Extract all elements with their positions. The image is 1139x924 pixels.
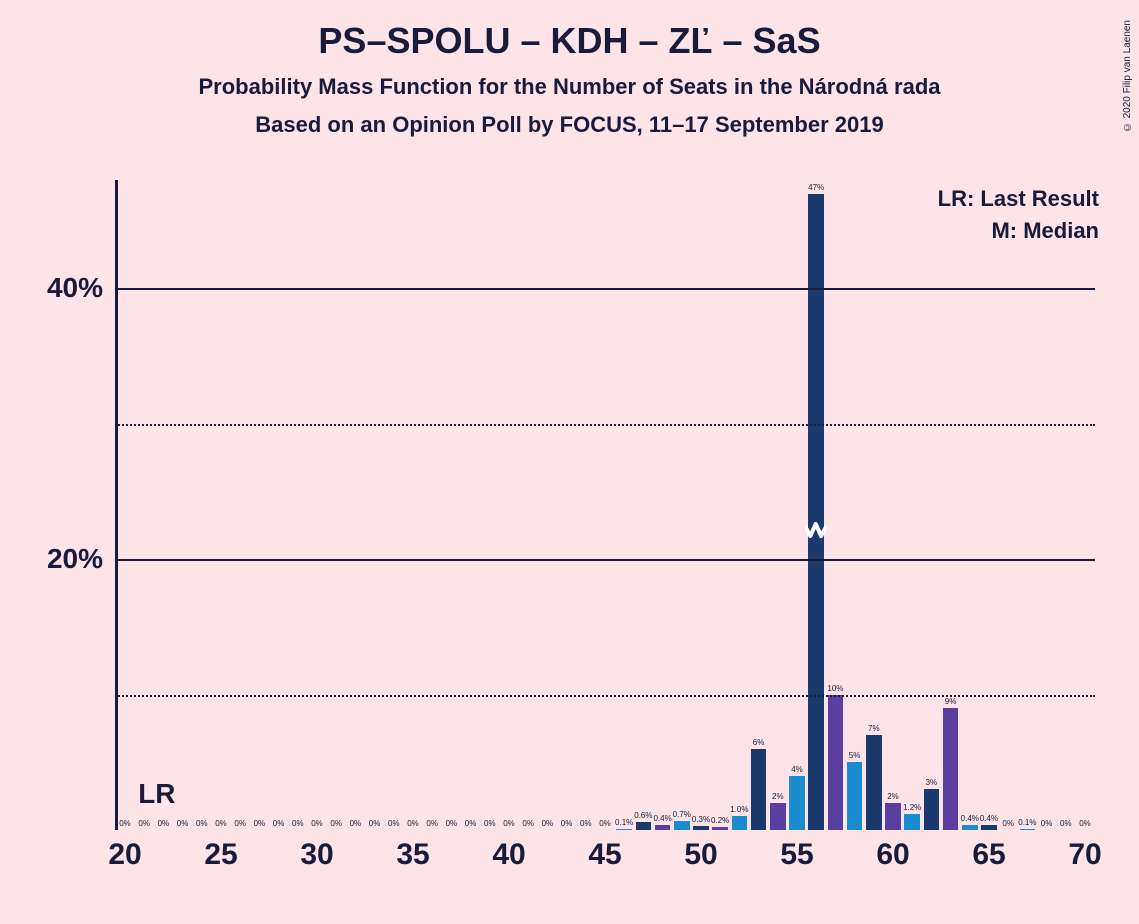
bar: 2% xyxy=(885,803,900,830)
bar-value-label: 0% xyxy=(599,819,611,828)
bar-value-label: 0% xyxy=(426,819,438,828)
bar: 7% xyxy=(866,735,881,830)
plot-area: 0% 0% 0% 0% 0% 0% 0% 0% 0% 0% 0% 0% 0% 0% 0% 0% 0% 0% 0% 0%… xyxy=(115,180,1095,830)
gridline-dotted xyxy=(115,695,1095,697)
x-tick-label: 40 xyxy=(492,838,525,872)
gridline-solid xyxy=(115,288,1095,290)
bar-value-label: 0% xyxy=(388,819,400,828)
bar-value-label: 0% xyxy=(503,819,515,828)
bar-value-label: 0% xyxy=(1079,819,1091,828)
bar: 10% xyxy=(828,695,843,830)
bar-value-label: 0% xyxy=(446,819,458,828)
title-block: PS–SPOLU – KDH – ZĽ – SaS Probability Ma… xyxy=(0,0,1139,138)
bar-value-label: 0% xyxy=(158,819,170,828)
bars-area: 0% 0% 0% 0% 0% 0% 0% 0% 0% 0% 0% 0% 0% 0% 0% 0% 0% 0% 0% 0%… xyxy=(115,180,1095,830)
bar: 4% xyxy=(789,776,804,830)
bar-value-label: 0% xyxy=(1002,819,1014,828)
bar-value-label: 0.6% xyxy=(634,811,652,820)
gridline-dotted xyxy=(115,424,1095,426)
bar-value-label: 0.1% xyxy=(1018,818,1036,827)
bar-value-label: 0.7% xyxy=(673,810,691,819)
bar: 1.2% xyxy=(904,814,919,830)
lr-marker-label: LR xyxy=(138,778,175,810)
x-tick-label: 60 xyxy=(876,838,909,872)
bar: 0.3% xyxy=(693,826,708,830)
bar-value-label: 0.2% xyxy=(711,816,729,825)
bar-value-label: 0% xyxy=(330,819,342,828)
bar-value-label: 0% xyxy=(177,819,189,828)
bar-value-label: 0% xyxy=(580,819,592,828)
bar-value-label: 0% xyxy=(119,819,131,828)
bar: 1.0% xyxy=(732,816,747,830)
bar-value-label: 0% xyxy=(311,819,323,828)
bar: 3% xyxy=(924,789,939,830)
gridline-solid xyxy=(115,559,1095,561)
chart-container: PS–SPOLU – KDH – ZĽ – SaS Probability Ma… xyxy=(0,0,1139,924)
chart-subtitle-2: Based on an Opinion Poll by FOCUS, 11–17… xyxy=(0,112,1139,138)
x-tick-label: 50 xyxy=(684,838,717,872)
bar-value-label: 0% xyxy=(522,819,534,828)
bar: 6% xyxy=(751,749,766,830)
bar: 9% xyxy=(943,708,958,830)
bar-value-label: 47% xyxy=(808,183,824,192)
bar-value-label: 7% xyxy=(868,724,880,733)
bar-value-label: 3% xyxy=(926,778,938,787)
bar-value-label: 0% xyxy=(561,819,573,828)
bar-value-label: 1.2% xyxy=(903,803,921,812)
x-tick-label: 70 xyxy=(1068,838,1101,872)
bar-value-label: 0.1% xyxy=(615,818,633,827)
bar-value-label: 0% xyxy=(215,819,227,828)
bar-value-label: 6% xyxy=(753,738,765,747)
bar: 2% xyxy=(770,803,785,830)
bar-value-label: 10% xyxy=(827,684,843,693)
bar-value-label: 0.4% xyxy=(980,814,998,823)
x-tick-label: 35 xyxy=(396,838,429,872)
bar-value-label: 0.4% xyxy=(961,814,979,823)
bar: 0.4% xyxy=(981,825,996,830)
bar-value-label: 1.0% xyxy=(730,805,748,814)
bar: 0.4% xyxy=(655,825,670,830)
bar-value-label: 2% xyxy=(887,792,899,801)
y-tick-label: 20% xyxy=(47,543,103,575)
bar-value-label: 0% xyxy=(350,819,362,828)
bar-value-label: 0% xyxy=(254,819,266,828)
bar-value-label: 0% xyxy=(465,819,477,828)
bar-value-label: 0% xyxy=(196,819,208,828)
bar: 0.7% xyxy=(674,821,689,830)
bar-value-label: 0% xyxy=(138,819,150,828)
bar: 0.2% xyxy=(712,827,727,830)
bar: 0.6% xyxy=(636,822,651,830)
bar-value-label: 0% xyxy=(1041,819,1053,828)
bar: 0.1% xyxy=(1020,829,1035,830)
bar: 0.4% xyxy=(962,825,977,830)
bar-value-label: 9% xyxy=(945,697,957,706)
bar-value-label: 2% xyxy=(772,792,784,801)
bar-value-label: 5% xyxy=(849,751,861,760)
x-tick-label: 45 xyxy=(588,838,621,872)
bar-value-label: 0.4% xyxy=(653,814,671,823)
bar-value-label: 0% xyxy=(407,819,419,828)
x-tick-label: 20 xyxy=(108,838,141,872)
copyright-text: © 2020 Filip van Laenen xyxy=(1122,20,1133,132)
x-tick-label: 30 xyxy=(300,838,333,872)
bar-value-label: 0% xyxy=(484,819,496,828)
x-tick-label: 65 xyxy=(972,838,1005,872)
bar-value-label: 4% xyxy=(791,765,803,774)
chart-title: PS–SPOLU – KDH – ZĽ – SaS xyxy=(0,20,1139,62)
y-tick-label: 40% xyxy=(47,272,103,304)
x-tick-label: 55 xyxy=(780,838,813,872)
bar: 5% xyxy=(847,762,862,830)
x-tick-label: 25 xyxy=(204,838,237,872)
bar-value-label: 0% xyxy=(542,819,554,828)
bar-value-label: 0.3% xyxy=(692,815,710,824)
bar-value-label: 0% xyxy=(273,819,285,828)
chart-subtitle-1: Probability Mass Function for the Number… xyxy=(0,74,1139,100)
median-marker-icon xyxy=(805,519,826,541)
bar-value-label: 0% xyxy=(369,819,381,828)
bar-value-label: 0% xyxy=(234,819,246,828)
bar-value-label: 0% xyxy=(292,819,304,828)
bar-value-label: 0% xyxy=(1060,819,1072,828)
bar: 0.1% xyxy=(616,829,631,830)
